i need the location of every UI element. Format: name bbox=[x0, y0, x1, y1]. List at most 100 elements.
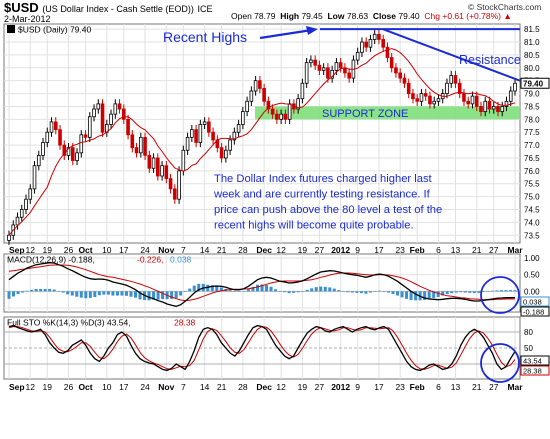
macd-histogram-bar bbox=[337, 290, 341, 292]
candle-body bbox=[270, 108, 275, 115]
open-label: Open bbox=[231, 11, 252, 21]
macd-histogram-bar bbox=[459, 291, 463, 293]
candle-body bbox=[253, 80, 258, 92]
price-x-label: 27 bbox=[315, 245, 325, 255]
price-x-label: 12 bbox=[26, 245, 36, 255]
candle-body bbox=[143, 136, 147, 156]
ticker-description: (US Dollar Index - Cash Settle (EOD)) bbox=[42, 4, 194, 14]
price-x-label: 19 bbox=[298, 245, 308, 255]
candle-body bbox=[41, 142, 45, 156]
candle-body bbox=[173, 188, 177, 200]
price-y-tick: 81.0 bbox=[524, 38, 540, 47]
candle-body bbox=[317, 64, 322, 71]
price-x-label: Nov bbox=[158, 245, 174, 255]
macd-histogram-bar bbox=[490, 290, 494, 292]
candle-body bbox=[134, 147, 139, 154]
macd-histogram-bar bbox=[93, 291, 97, 298]
macd-histogram-bar bbox=[265, 285, 269, 292]
macd-histogram-bar bbox=[79, 291, 83, 298]
macd-histogram-bar bbox=[499, 290, 503, 292]
candle-body bbox=[411, 93, 415, 100]
macd-histogram-bar bbox=[174, 291, 178, 299]
price-x-label: 21 bbox=[217, 245, 227, 255]
candle-body bbox=[462, 93, 466, 102]
commentary-line: week and are currently testing resistanc… bbox=[213, 189, 431, 201]
macd-histogram-bar bbox=[350, 291, 354, 293]
candle-body bbox=[224, 149, 228, 159]
bottom-x-label: Oct bbox=[78, 382, 92, 392]
macd-value-box bbox=[520, 306, 550, 317]
price-y-tick: 73.5 bbox=[524, 231, 540, 240]
candle-body bbox=[83, 134, 88, 138]
macd-histogram-bar bbox=[432, 291, 436, 298]
price-x-label: 23 bbox=[395, 245, 405, 255]
price-x-label: 24 bbox=[140, 245, 150, 255]
resistance-trendline bbox=[382, 28, 521, 82]
macd-histogram-bar bbox=[237, 291, 241, 292]
macd-histogram-bar bbox=[30, 289, 34, 292]
candle-body bbox=[181, 149, 186, 172]
price-y-tick: 74.0 bbox=[524, 218, 540, 227]
price-y-tick: 74.5 bbox=[524, 206, 540, 215]
candle-body bbox=[406, 82, 411, 94]
sto-k-line bbox=[8, 324, 516, 372]
candle-body bbox=[113, 103, 118, 115]
candle-body bbox=[338, 62, 343, 69]
candle-body bbox=[100, 103, 105, 133]
change-label: Chg bbox=[424, 11, 440, 21]
price-x-label: Mar bbox=[507, 245, 523, 255]
candle-body bbox=[245, 100, 249, 113]
macd-histogram-bar bbox=[134, 291, 137, 298]
macd-histogram-bar bbox=[283, 291, 287, 293]
candle-body bbox=[415, 98, 420, 102]
candle-body bbox=[508, 90, 513, 102]
price-y-tick: 80.5 bbox=[524, 51, 540, 60]
candle-body bbox=[19, 209, 24, 218]
price-x-label: 9 bbox=[355, 245, 360, 255]
bottom-x-label: 21 bbox=[472, 382, 482, 392]
candle-body bbox=[219, 147, 224, 159]
macd-histogram-bar bbox=[228, 290, 232, 292]
pane-frame-macd bbox=[3, 253, 521, 313]
macd-histogram-bar bbox=[359, 291, 363, 294]
candle-body bbox=[275, 113, 279, 120]
macd-y-tick: 0.50 bbox=[524, 271, 540, 280]
bottom-x-label: 14 bbox=[200, 382, 210, 392]
price-x-label: 2012 bbox=[331, 245, 350, 255]
candle-body bbox=[279, 113, 283, 120]
macd-histogram-bar bbox=[296, 291, 300, 293]
price-x-label: Sep bbox=[9, 245, 25, 255]
macd-histogram-bar bbox=[477, 291, 481, 293]
candle-body bbox=[445, 82, 449, 94]
bottom-x-label: 10 bbox=[102, 382, 112, 392]
bottom-x-label: 9 bbox=[355, 382, 360, 392]
macd-histogram-bar bbox=[454, 291, 458, 293]
support-zone-label: SUPPORT ZONE bbox=[322, 108, 408, 120]
candle-body bbox=[453, 75, 458, 84]
macd-highlight-circle bbox=[480, 276, 520, 314]
candle-body bbox=[423, 93, 428, 97]
macd-histogram-bar bbox=[12, 291, 16, 297]
candle-body bbox=[483, 100, 488, 113]
sto-highlight-circle bbox=[480, 343, 520, 383]
candle-body bbox=[496, 106, 500, 113]
macd-hist-value: 0.038 bbox=[523, 298, 542, 307]
price-x-label: Oct bbox=[78, 245, 92, 255]
macd-histogram-bar bbox=[414, 291, 418, 301]
candle-body bbox=[364, 41, 368, 48]
candle-body bbox=[491, 106, 496, 110]
candle-body bbox=[304, 62, 309, 84]
candle-body bbox=[334, 62, 339, 71]
bottom-x-label: 28 bbox=[238, 382, 248, 392]
macd-histogram-bar bbox=[192, 285, 196, 292]
candle-body bbox=[287, 103, 292, 120]
candle-body bbox=[309, 59, 313, 64]
macd-histogram-bar bbox=[314, 287, 318, 292]
macd-histogram-bar bbox=[323, 286, 327, 292]
macd-histogram-bar bbox=[129, 291, 133, 297]
commentary-line: The Dollar Index futures charged higher … bbox=[214, 173, 433, 185]
sto-k-box bbox=[520, 355, 550, 366]
bottom-x-label: 2012 bbox=[331, 382, 350, 392]
price-x-label: 17 bbox=[119, 245, 129, 255]
